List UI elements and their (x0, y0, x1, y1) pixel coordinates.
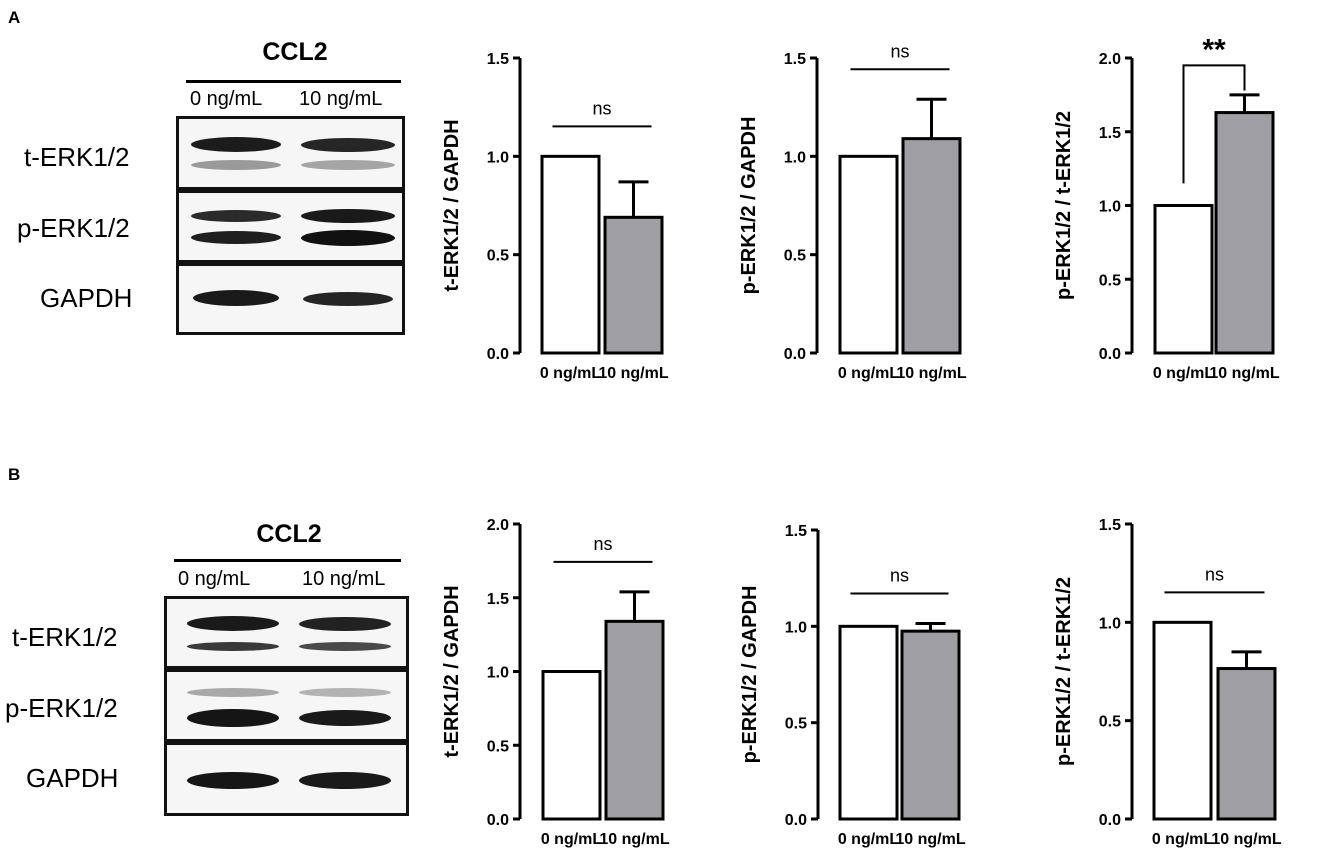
x-tick-label: 0 ng/mL (838, 365, 900, 382)
x-tick-label: 0 ng/mL (540, 365, 602, 382)
y-tick-label: 1.0 (487, 665, 509, 682)
y-axis-label: p-ERK1/2 / t-ERK1/2 (1053, 111, 1075, 300)
x-tick-label: 10 ng/mL (599, 831, 669, 848)
blot-b-lane-1-label: 0 ng/mL (178, 568, 251, 590)
bar-chart-b1: 0.0 0.5 1.0 1.5 2.0 t-ERK1/2 / GAPDH 0 ng/mL10… (441, 517, 670, 848)
bar (1152, 620, 1213, 821)
blot-a-title: CCL2 (262, 38, 328, 66)
blot-b-row-2-label: p-ERK1/2 (5, 693, 118, 723)
y-axis-label: p-ERK1/2 / GAPDH (739, 586, 761, 764)
bar (541, 670, 602, 821)
bar (603, 215, 664, 355)
blot-a-membrane-3 (176, 263, 405, 335)
significance-label: ns (592, 98, 611, 118)
bar (604, 619, 665, 821)
y-tick-label: 0.0 (487, 346, 509, 363)
blot-b-row-1-label: t-ERK1/2 (12, 622, 118, 652)
x-tick-label: 0 ng/mL (1153, 365, 1215, 382)
x-tick-label: 10 ng/mL (896, 365, 966, 382)
panel-letter-a: A (8, 8, 21, 27)
blot-a-row-3-label: GAPDH (40, 283, 133, 313)
significance-bracket (1182, 64, 1246, 184)
y-tick-label: 0.0 (1099, 346, 1121, 363)
y-axis-label: t-ERK1/2 / GAPDH (441, 119, 463, 291)
y-tick-label: 1.0 (1099, 199, 1121, 216)
bar (1216, 667, 1277, 821)
y-axis-label: p-ERK1/2 / t-ERK1/2 (1053, 577, 1075, 766)
bar-chart-b3: 0.0 0.5 1.0 1.5 p-ERK1/2 / t-ERK1/2 0 ng/mL10… (1053, 517, 1282, 848)
x-tick-label: 0 ng/mL (838, 831, 900, 848)
blot-a-row-2-label: p-ERK1/2 (17, 213, 130, 243)
y-tick-label: 0.5 (487, 738, 509, 755)
blot-b-row-3-label: GAPDH (26, 763, 119, 793)
x-tick-label: 0 ng/mL (541, 831, 603, 848)
significance-label: ns (1205, 564, 1224, 584)
y-tick-label: 1.0 (1099, 615, 1121, 632)
y-tick-label: 1.5 (487, 591, 509, 608)
significance-label: ** (1202, 33, 1226, 66)
blot-a-lane-1-label: 0 ng/mL (190, 88, 263, 110)
y-axis-label: p-ERK1/2 / GAPDH (738, 117, 760, 295)
y-tick-label: 1.5 (487, 51, 509, 68)
significance-label: ns (890, 41, 909, 61)
y-tick-label: 1.5 (785, 523, 807, 540)
significance-label: ns (593, 534, 612, 554)
significance-label: ns (890, 565, 909, 585)
blot-b-lane-2-label: 10 ng/mL (302, 568, 386, 590)
blot-a-lane-2-label: 10 ng/mL (299, 88, 383, 110)
bar (838, 624, 899, 821)
bar (900, 629, 961, 821)
y-tick-label: 0.5 (785, 716, 807, 733)
y-tick-label: 1.5 (1099, 517, 1121, 534)
y-axis-label: t-ERK1/2 / GAPDH (441, 585, 463, 757)
bar (901, 137, 962, 355)
blot-a-membrane-2 (176, 190, 405, 263)
y-tick-label: 0.5 (1099, 272, 1121, 289)
blot-b-title: CCL2 (256, 520, 322, 548)
bar (540, 154, 601, 355)
y-tick-label: 2.0 (1099, 51, 1121, 68)
blot-b-membrane-1 (164, 596, 409, 669)
y-tick-label: 1.0 (784, 149, 806, 166)
blot-a-membrane-1 (176, 116, 405, 190)
y-tick-label: 0.5 (487, 248, 509, 265)
x-tick-label: 10 ng/mL (1209, 365, 1279, 382)
bar (838, 154, 899, 355)
y-tick-label: 0.5 (784, 248, 806, 265)
y-tick-label: 0.0 (1099, 812, 1121, 829)
y-tick-label: 1.5 (784, 51, 806, 68)
y-tick-label: 0.5 (1099, 714, 1121, 731)
x-tick-label: 10 ng/mL (895, 831, 965, 848)
y-tick-label: 0.0 (784, 346, 806, 363)
panel-letter-b: B (8, 465, 21, 484)
y-tick-label: 1.5 (1099, 125, 1121, 142)
bar (1153, 204, 1214, 355)
y-tick-label: 2.0 (487, 517, 509, 534)
blot-b-title-line (174, 559, 401, 562)
blot-b-membrane-3 (164, 742, 409, 816)
y-tick-label: 0.0 (487, 812, 509, 829)
bar (1214, 111, 1275, 355)
blot-a-title-line (186, 80, 401, 83)
bar-chart-a3: 0.0 0.5 1.0 1.5 2.0 p-ERK1/2 / t-ERK1/2 0 ng/m… (1053, 33, 1280, 382)
blot-a-row-1-label: t-ERK1/2 (24, 142, 130, 172)
x-tick-label: 0 ng/mL (1152, 831, 1214, 848)
y-tick-label: 1.0 (487, 149, 509, 166)
y-tick-label: 0.0 (785, 812, 807, 829)
x-tick-label: 10 ng/mL (1211, 831, 1281, 848)
blot-b-membrane-2 (164, 669, 409, 742)
y-tick-label: 1.0 (785, 619, 807, 636)
x-tick-label: 10 ng/mL (598, 365, 668, 382)
